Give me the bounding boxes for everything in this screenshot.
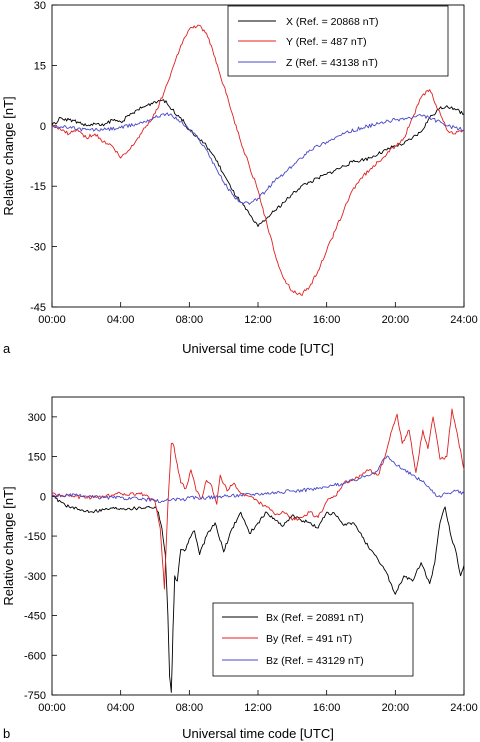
y-tick-label: 300 bbox=[28, 412, 46, 424]
x-axis-label-a: Universal time code [UTC] bbox=[182, 341, 334, 356]
x-tick-label: 04:00 bbox=[107, 702, 135, 714]
y-tick-label: 150 bbox=[28, 452, 46, 464]
panel-label-a: a bbox=[3, 341, 11, 356]
x-tick-label: 16:00 bbox=[313, 702, 341, 714]
axis-ticks-b: 00:00 04:00 08:00 12:00 16:00 20:00 24:00 300 15… bbox=[24, 412, 478, 714]
y-tick-label: -450 bbox=[24, 611, 46, 623]
y-tick-label: -150 bbox=[24, 531, 46, 543]
legend-label-y: Y (Ref. = 487 nT) bbox=[286, 36, 367, 48]
legend-label-x: X (Ref. = 20868 nT) bbox=[286, 16, 379, 28]
x-tick-label: 16:00 bbox=[313, 314, 341, 326]
y-tick-label: 0 bbox=[40, 491, 46, 503]
x-tick-label: 00:00 bbox=[38, 702, 66, 714]
x-tick-label: 08:00 bbox=[176, 702, 204, 714]
x-tick-label: 20:00 bbox=[382, 702, 410, 714]
legend-b: Bx (Ref. = 20891 nT) By (Ref. = 491 nT) … bbox=[212, 602, 414, 677]
legend-label-z: Z (Ref. = 43138 nT) bbox=[286, 57, 378, 69]
legend-label-bx: Bx (Ref. = 20891 nT) bbox=[266, 612, 364, 624]
y-tick-label: -30 bbox=[30, 242, 46, 254]
chart-panel-b: 00:00 04:00 08:00 12:00 16:00 20:00 24:00 300 15… bbox=[1, 396, 478, 741]
x-tick-label: 24:00 bbox=[450, 702, 478, 714]
series-line-by bbox=[51, 408, 465, 590]
axis-ticks-a: 00:00 04:00 08:00 12:00 16:00 20:00 24:00 30 15 0… bbox=[30, 0, 478, 326]
series-line-z bbox=[51, 112, 465, 205]
y-tick-label: 0 bbox=[40, 121, 46, 133]
y-tick-label: -15 bbox=[30, 181, 46, 193]
legend-a: X (Ref. = 20868 nT) Y (Ref. = 487 nT) Z … bbox=[227, 5, 449, 77]
legend-label-bz: Bz (Ref. = 43129 nT) bbox=[266, 655, 364, 667]
y-tick-label: 30 bbox=[34, 0, 46, 12]
chart-panel-a: 00:00 04:00 08:00 12:00 16:00 20:00 24:00 30 15 0… bbox=[1, 0, 478, 356]
y-tick-label: 15 bbox=[34, 60, 46, 72]
x-axis-label-b: Universal time code [UTC] bbox=[182, 726, 334, 741]
data-lines-b bbox=[51, 408, 465, 693]
y-axis-label-a: Relative change [nT] bbox=[1, 96, 16, 215]
x-tick-label: 00:00 bbox=[38, 314, 66, 326]
x-tick-label: 04:00 bbox=[107, 314, 135, 326]
y-tick-label: -600 bbox=[24, 650, 46, 662]
x-tick-label: 24:00 bbox=[450, 314, 478, 326]
x-tick-label: 12:00 bbox=[244, 702, 272, 714]
series-line-bx bbox=[52, 495, 465, 693]
data-lines-a bbox=[51, 24, 465, 296]
series-line-bz bbox=[51, 455, 465, 504]
y-tick-label: -300 bbox=[24, 571, 46, 583]
x-tick-label: 20:00 bbox=[382, 314, 410, 326]
legend-label-by: By (Ref. = 491 nT) bbox=[266, 633, 352, 645]
x-tick-label: 08:00 bbox=[176, 314, 204, 326]
x-tick-label: 12:00 bbox=[244, 314, 272, 326]
y-tick-label: -45 bbox=[30, 302, 46, 314]
series-line-y bbox=[52, 24, 465, 296]
y-axis-label-b: Relative change [nT] bbox=[1, 486, 16, 605]
y-tick-label: -750 bbox=[24, 690, 46, 702]
panel-label-b: b bbox=[3, 726, 10, 741]
